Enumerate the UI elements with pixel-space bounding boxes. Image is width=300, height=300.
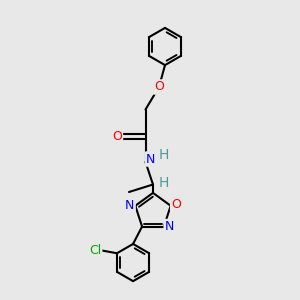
Text: H: H xyxy=(158,148,169,162)
Text: O: O xyxy=(154,80,164,94)
Text: Cl: Cl xyxy=(89,244,101,257)
Text: O: O xyxy=(171,198,181,211)
Text: N: N xyxy=(165,220,174,233)
Text: N: N xyxy=(146,152,156,166)
Text: O: O xyxy=(112,130,122,143)
Text: N: N xyxy=(125,199,135,212)
Text: H: H xyxy=(158,176,169,190)
